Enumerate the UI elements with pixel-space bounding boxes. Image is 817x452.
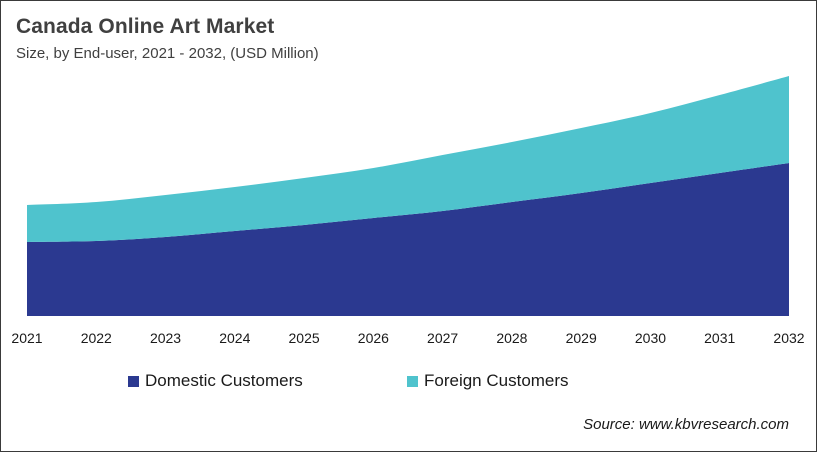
- legend-swatch-foreign: [407, 375, 418, 387]
- x-tick-label: 2028: [496, 330, 527, 346]
- x-tick-label: 2031: [704, 330, 735, 346]
- x-tick-label: 2026: [358, 330, 389, 346]
- area-foreign-customers: [27, 76, 789, 242]
- chart-areas: [27, 76, 789, 316]
- x-tick-label: 2023: [150, 330, 181, 346]
- x-tick-label: 2021: [11, 330, 42, 346]
- legend-item-foreign: Foreign Customers: [407, 371, 569, 391]
- x-tick-label: 2024: [219, 330, 250, 346]
- x-tick-label: 2025: [289, 330, 320, 346]
- legend-item-domestic: Domestic Customers: [128, 371, 303, 391]
- x-tick-label: 2032: [773, 330, 804, 346]
- area-domestic-customers: [27, 163, 789, 316]
- legend-label-domestic: Domestic Customers: [145, 371, 303, 390]
- x-tick-label: 2022: [81, 330, 112, 346]
- x-tick-label: 2027: [427, 330, 458, 346]
- x-axis-ticks: 2021 2022 2023 2024 2025 2026 2027 2028 2029 2030…: [11, 330, 804, 346]
- chart-title: Canada Online Art Market: [16, 15, 275, 38]
- x-tick-label: 2030: [635, 330, 666, 346]
- source-note: Source: www.kbvresearch.com: [583, 416, 789, 433]
- chart-subtitle: Size, by End-user, 2021 - 2032, (USD Mil…: [16, 45, 319, 62]
- x-tick-label: 2029: [566, 330, 597, 346]
- legend-label-foreign: Foreign Customers: [424, 371, 569, 390]
- legend-swatch-domestic: [128, 375, 139, 387]
